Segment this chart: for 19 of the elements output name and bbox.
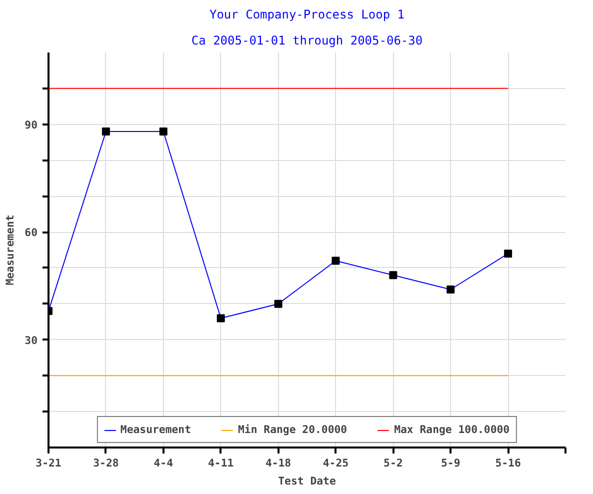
y-tick-label: 30 — [24, 334, 38, 347]
y-tick-label: 60 — [24, 226, 38, 240]
x-tick-label: 4-11 — [208, 456, 234, 470]
legend-label: Measurement — [120, 423, 192, 436]
x-tick-label: 5-16 — [495, 456, 521, 470]
legend-label: Max Range 100.0000 — [394, 423, 510, 436]
x-tick-label: 3-21 — [36, 456, 62, 470]
x-tick-label: 4-18 — [265, 456, 292, 470]
x-tick-label: 3-28 — [93, 456, 119, 470]
x-axis-title: Test Date — [278, 474, 336, 488]
chart-title: Your Company-Process Loop 1 — [209, 8, 405, 22]
x-tick-label: 4-25 — [322, 456, 349, 470]
y-axis-title: Measurement — [4, 214, 17, 286]
x-tick-label: 5-9 — [440, 456, 460, 470]
x-tick-label: 4-4 — [154, 456, 174, 470]
y-tick-label: 90 — [24, 118, 38, 132]
chart-subtitle: Ca 2005-01-01 through 2005-06-30 — [191, 34, 423, 48]
legend-label: Min Range 20.0000 — [238, 423, 348, 436]
x-tick-label: 5-2 — [384, 456, 403, 470]
